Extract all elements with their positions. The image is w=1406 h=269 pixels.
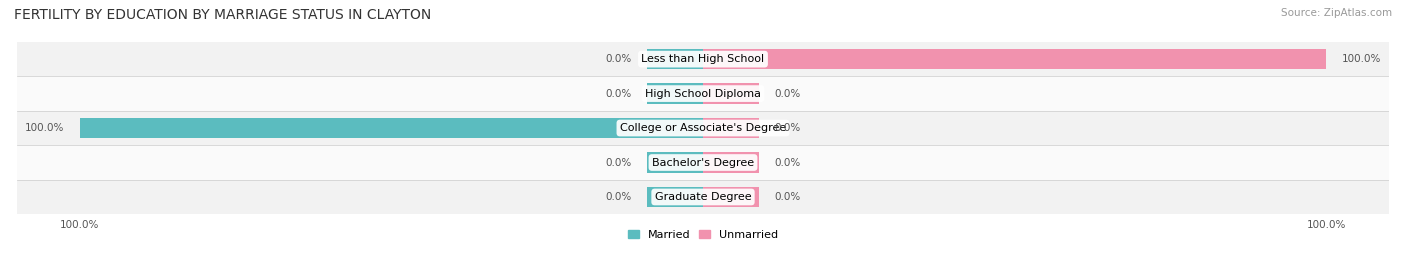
Bar (17, 111, 1389, 145)
Bar (647, 152, 703, 173)
Text: 0.0%: 0.0% (775, 158, 801, 168)
Text: Source: ZipAtlas.com: Source: ZipAtlas.com (1281, 8, 1392, 18)
Text: 0.0%: 0.0% (775, 192, 801, 202)
Bar (17, 42, 1389, 76)
Text: 0.0%: 0.0% (605, 54, 631, 64)
Legend: Married, Unmarried: Married, Unmarried (627, 229, 779, 240)
Bar (647, 187, 703, 207)
Bar (80, 118, 703, 138)
Bar (17, 180, 1389, 214)
Text: High School Diploma: High School Diploma (645, 89, 761, 99)
Text: Graduate Degree: Graduate Degree (655, 192, 751, 202)
Bar (703, 118, 759, 138)
Text: 0.0%: 0.0% (605, 89, 631, 99)
Bar (17, 145, 1389, 180)
Bar (647, 49, 703, 69)
Bar (703, 49, 1326, 69)
Text: 0.0%: 0.0% (605, 158, 631, 168)
Text: College or Associate's Degree: College or Associate's Degree (620, 123, 786, 133)
Text: Bachelor's Degree: Bachelor's Degree (652, 158, 754, 168)
Bar (647, 83, 703, 104)
Bar (703, 152, 759, 173)
Text: 100.0%: 100.0% (1341, 54, 1381, 64)
Text: 0.0%: 0.0% (775, 123, 801, 133)
Text: 100.0%: 100.0% (25, 123, 65, 133)
Text: 0.0%: 0.0% (775, 89, 801, 99)
Text: FERTILITY BY EDUCATION BY MARRIAGE STATUS IN CLAYTON: FERTILITY BY EDUCATION BY MARRIAGE STATU… (14, 8, 432, 22)
Text: 0.0%: 0.0% (605, 192, 631, 202)
Bar (703, 187, 759, 207)
Bar (17, 76, 1389, 111)
Bar (703, 83, 759, 104)
Text: Less than High School: Less than High School (641, 54, 765, 64)
